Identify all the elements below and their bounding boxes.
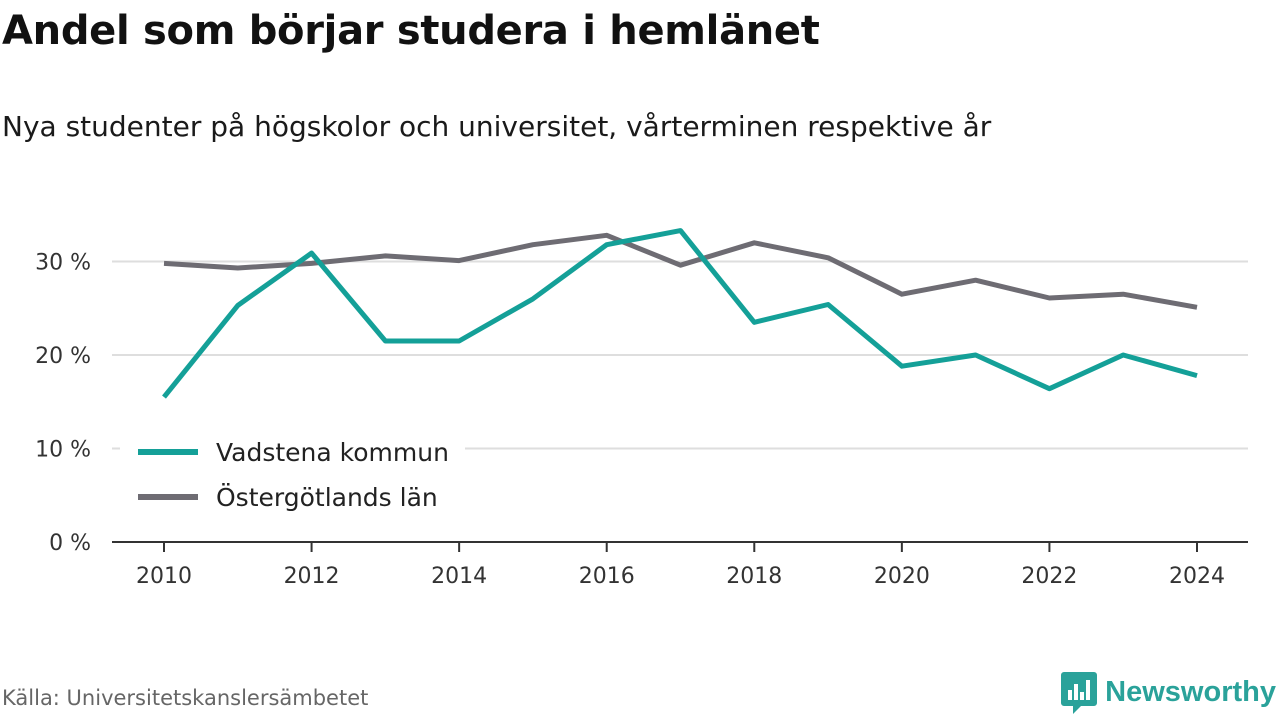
legend-label: Vadstena kommun	[216, 438, 449, 467]
legend-label: Östergötlands län	[216, 483, 438, 512]
brand-name: Newsworthy	[1105, 675, 1276, 708]
x-tick-label: 2016	[579, 564, 635, 589]
series-line-ostergotland	[163, 232, 1198, 310]
x-tick-label: 2010	[136, 564, 192, 589]
source-note: Källa: Universitetskanslersämbetet	[2, 686, 369, 710]
series-lines	[162, 228, 1198, 399]
x-axis: 2010 2012 2014 2016 2018 2020 2022 2024	[112, 541, 1248, 589]
x-tick-label: 2014	[431, 564, 487, 589]
bar-chart-logo-icon	[1061, 672, 1098, 714]
y-tick-label: 10 %	[35, 438, 91, 463]
chart-subtitle: Nya studenter på högskolor och universit…	[2, 110, 992, 143]
x-tick-label: 2018	[726, 564, 782, 589]
legend-background	[120, 428, 465, 518]
series-line-vadstena	[162, 228, 1198, 399]
line-chart: 0 % 10 % 20 % 30 % 2010 2012 2014 2016 2018 2020…	[35, 228, 1248, 589]
x-tick-label: 2024	[1169, 564, 1225, 589]
y-tick-label: 30 %	[35, 251, 91, 276]
y-tick-label: 0 %	[49, 531, 91, 556]
grid-lines	[112, 260, 1248, 450]
brand-logo: Newsworthy	[1061, 670, 1276, 714]
x-tick-label: 2012	[284, 564, 340, 589]
y-tick-label: 20 %	[35, 344, 91, 369]
chart-title: Andel som börjar studera i hemlänet	[2, 8, 820, 54]
x-tick-label: 2022	[1021, 564, 1077, 589]
legend: Vadstena kommun Östergötlands län	[120, 428, 465, 518]
x-tick-label: 2020	[874, 564, 930, 589]
y-axis-ticks: 0 % 10 % 20 % 30 %	[35, 251, 91, 557]
